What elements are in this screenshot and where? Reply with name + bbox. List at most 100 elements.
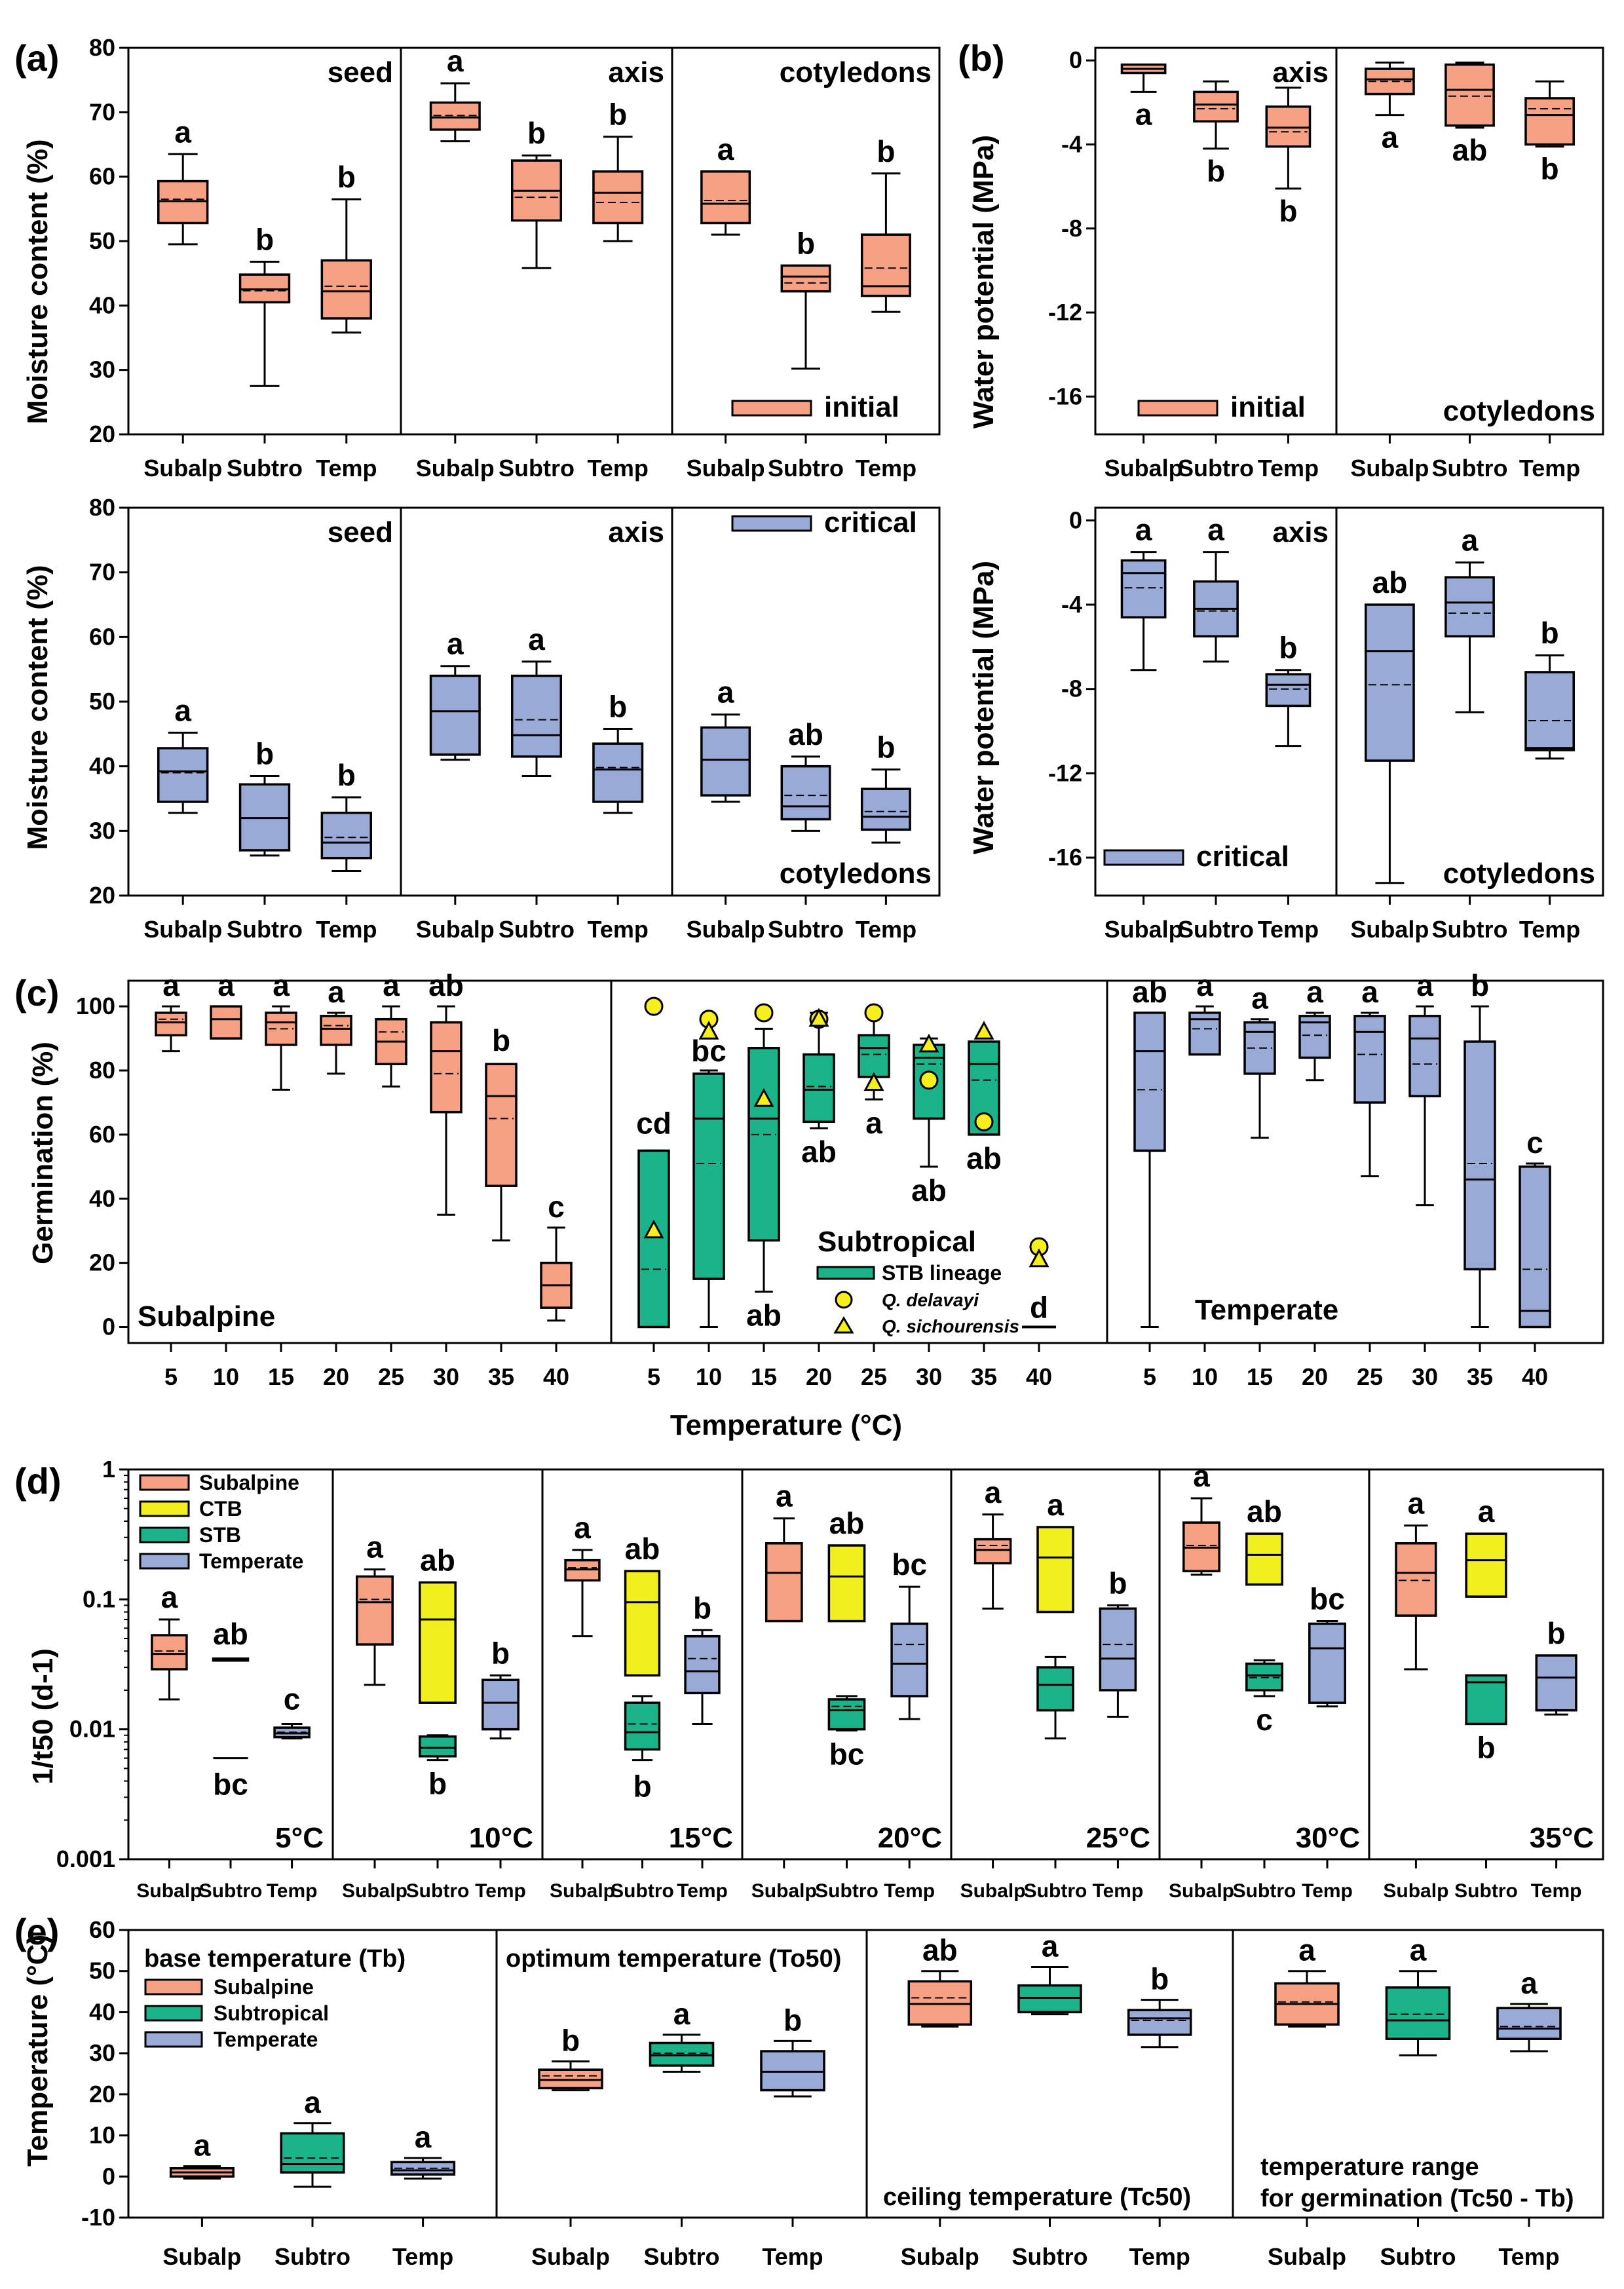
box-Subalpine xyxy=(765,1517,803,1623)
box-iqr xyxy=(485,1063,518,1187)
x-tick-label: Subtro xyxy=(227,916,303,943)
legend-swatch-stb xyxy=(816,1266,875,1280)
x-tick-label: 35 xyxy=(971,1363,997,1390)
title-line-2: for germination (Tc50 - Tb) xyxy=(1260,2185,1574,2212)
legend-label-subalpine: Subalpine xyxy=(199,1471,299,1494)
box-iqr xyxy=(1524,671,1575,751)
x-tick-label: Subtro xyxy=(644,2243,720,2270)
box-40 xyxy=(1519,1162,1551,1329)
box-iqr xyxy=(1127,2009,1192,2036)
sig-letter: ab xyxy=(213,1617,248,1651)
sig-letter: a xyxy=(1416,968,1433,1002)
box-Subalpine xyxy=(1395,1524,1437,1671)
x-tick-label: 30 xyxy=(916,1363,942,1390)
x-tick-label: Subtro xyxy=(1178,455,1254,482)
box-iqr xyxy=(210,1005,242,1040)
box-Subalp xyxy=(157,153,209,246)
legend-label-temperate: Temperate xyxy=(199,1549,303,1573)
subplot-title: axis xyxy=(608,516,664,548)
x-tick-label: Subalp xyxy=(960,1880,1026,1902)
legend-label-subtropical: Subtropical xyxy=(214,2001,329,2025)
y-axis-c-tick-label: 60 xyxy=(89,1121,115,1148)
sig-letter: b xyxy=(1477,1730,1495,1764)
x-tick-label: 15 xyxy=(751,1363,777,1390)
x-tick-label: Subalp xyxy=(901,2243,979,2270)
x-tick-label: Subalp xyxy=(1105,455,1183,482)
box-Temperate xyxy=(1308,1620,1346,1708)
sig-letter: bc xyxy=(892,1547,927,1581)
box-iqr xyxy=(1408,1015,1441,1097)
box-20 xyxy=(803,1012,835,1129)
sig-letter: ab xyxy=(911,1173,947,1207)
sig-letter: a xyxy=(194,2128,211,2163)
box-Subtropical xyxy=(649,2034,715,2073)
box-iqr xyxy=(624,1570,661,1677)
x-tick-label: Temp xyxy=(1258,455,1319,482)
box-Subalp xyxy=(700,170,751,236)
marker-sichourensis xyxy=(643,1219,664,1239)
legend-title: Subtropical xyxy=(818,1226,976,1258)
x-tick-label: 5 xyxy=(1143,1363,1156,1390)
sig-letter: ab xyxy=(829,1506,865,1540)
box-Subtro xyxy=(1193,80,1239,150)
box-iqr xyxy=(482,1678,519,1731)
sig-letter: b xyxy=(492,1023,510,1057)
y-axis-3-tick-label: -8 xyxy=(1061,675,1082,702)
y-axis-3-tick-label: 0 xyxy=(1069,506,1082,533)
sig-letter: a xyxy=(174,115,191,149)
box-CTB xyxy=(212,1657,250,1662)
sig-letter: a xyxy=(161,1580,178,1614)
x-tick-label: Temp xyxy=(856,916,916,943)
box-iqr xyxy=(429,674,481,756)
box-15 xyxy=(265,1005,297,1091)
box-iqr xyxy=(1519,1165,1551,1329)
x-tick-label: 40 xyxy=(1522,1363,1548,1390)
sig-letter: cd xyxy=(636,1106,671,1140)
box-STB xyxy=(624,1695,661,1762)
x-tick-label: Temp xyxy=(316,455,377,482)
box-20 xyxy=(320,1012,352,1075)
sig-letter: b xyxy=(633,1769,651,1804)
subplot-title: 10°C xyxy=(469,1822,533,1854)
box-Temperate xyxy=(1099,1604,1137,1718)
sig-letter: b xyxy=(1547,1616,1566,1650)
x-tick-label: Temp xyxy=(1519,916,1580,943)
sig-letter: ab xyxy=(801,1135,837,1169)
sig-letter: bc xyxy=(213,1768,248,1802)
sig-letter: bc xyxy=(1310,1582,1345,1616)
x-tick-label: 30 xyxy=(1412,1363,1438,1390)
sig-letter: c xyxy=(1526,1126,1543,1160)
sig-letter: b xyxy=(255,222,274,256)
box-Temperate xyxy=(390,2157,456,2180)
sig-letter: a xyxy=(383,968,400,1002)
x-tick-label: Temp xyxy=(1129,2243,1190,2270)
subplot-title: cotyledons xyxy=(780,858,932,890)
box-iqr xyxy=(1193,90,1239,123)
legend-swatch xyxy=(731,400,812,417)
y-axis-1-tick-label: -8 xyxy=(1061,215,1082,242)
y-axis-label-b: Water potential (MPa) xyxy=(968,135,1000,428)
sig-letter: a xyxy=(447,627,464,661)
sig-letter: a xyxy=(865,1106,882,1140)
y-axis-e-tick-label: 30 xyxy=(89,2039,115,2066)
box-CTB xyxy=(1036,1526,1074,1614)
box-25 xyxy=(1353,1012,1386,1178)
y-axis-2-tick-label: 40 xyxy=(89,753,115,780)
x-tick-label: Subalp xyxy=(342,1880,407,1902)
x-tick-label: Subalp xyxy=(1105,916,1183,943)
sig-letter: b xyxy=(1279,194,1297,228)
marker-delavayi xyxy=(644,996,664,1016)
box-Subtro xyxy=(1193,551,1239,663)
x-tick-label: Temp xyxy=(1531,1880,1582,1902)
box-Temp xyxy=(860,768,911,844)
x-tick-label: Subtro xyxy=(1454,1880,1518,1902)
box-iqr xyxy=(1099,1607,1137,1692)
sig-letter: c xyxy=(1256,1703,1273,1737)
x-tick-label: Temp xyxy=(856,455,916,482)
sig-letter: ab xyxy=(1372,565,1408,599)
sig-letter: b xyxy=(609,98,627,132)
sig-letter: b xyxy=(1108,1566,1127,1600)
sig-letter: a xyxy=(1478,1494,1495,1528)
sig-letter: ab xyxy=(420,1543,455,1577)
sig-letter: a xyxy=(1042,1929,1059,1963)
